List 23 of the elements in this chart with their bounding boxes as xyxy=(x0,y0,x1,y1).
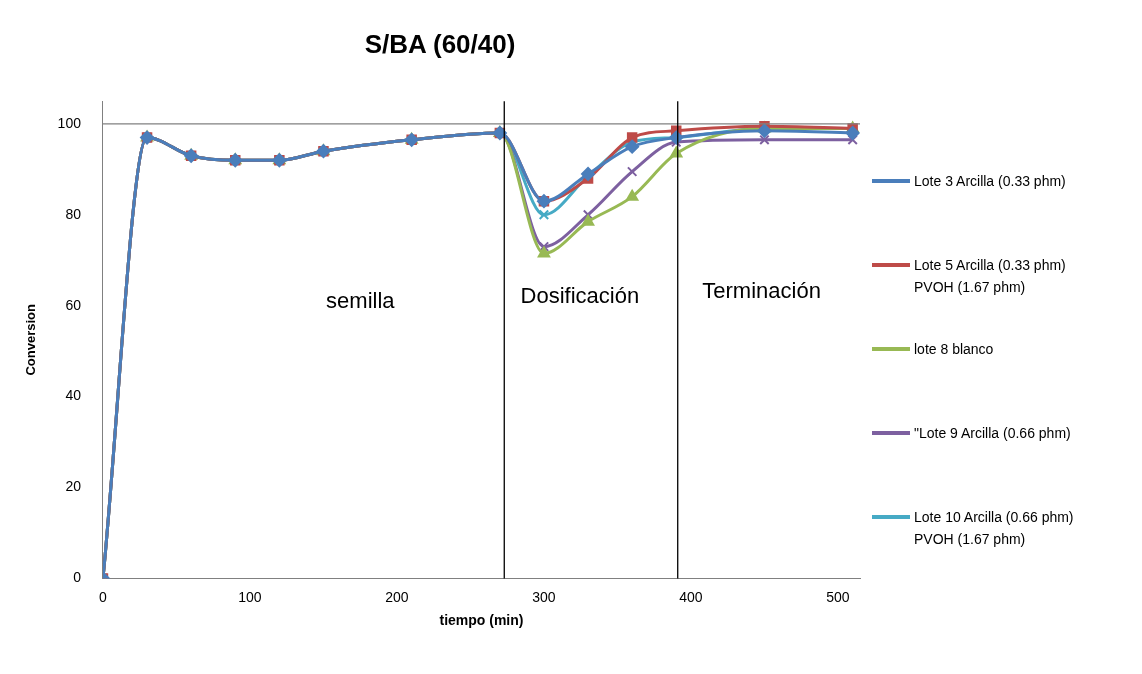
y-tick-label: 80 xyxy=(65,205,82,222)
y-tick-label: 40 xyxy=(65,387,82,404)
y-tick-label: 20 xyxy=(65,478,82,495)
y-axis-title: Conversion xyxy=(23,303,39,376)
legend-label: Lote 5 Arcilla (0.33 phm) PVOH (1.67 phm) xyxy=(914,256,1066,297)
y-tick-label: 60 xyxy=(65,296,82,313)
legend-label: Lote 10 Arcilla (0.66 phm) PVOH (1.67 phm) xyxy=(914,508,1074,549)
x-tick-label: 500 xyxy=(826,588,850,605)
y-tick-label: 0 xyxy=(73,569,82,586)
x-tick-label: 0 xyxy=(99,588,108,605)
annotation: Dosificación xyxy=(520,282,640,308)
x-axis-title: tiempo (min) xyxy=(439,612,524,629)
y-tick-label: 100 xyxy=(57,114,82,131)
x-tick-label: 200 xyxy=(385,588,409,605)
annotation: Terminación xyxy=(702,278,821,304)
annotation: semilla xyxy=(326,287,396,313)
legend-label: Lote 3 Arcilla (0.33 phm) xyxy=(914,172,1066,191)
chart-title: S/BA (60/40) xyxy=(364,28,516,59)
legend-label: "Lote 9 Arcilla (0.66 phm) xyxy=(914,424,1071,443)
legend-label: lote 8 blanco xyxy=(914,340,994,359)
x-tick-label: 100 xyxy=(238,588,262,605)
x-tick-label: 400 xyxy=(679,588,703,605)
x-tick-label: 300 xyxy=(532,588,556,605)
